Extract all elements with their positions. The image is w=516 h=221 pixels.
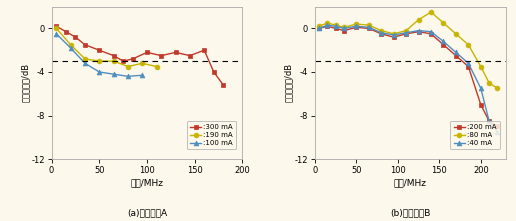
:200 mA xyxy=(378,32,384,35)
:80 mA xyxy=(324,22,330,24)
:190 mA xyxy=(139,62,146,65)
:300 mA xyxy=(158,54,165,57)
:300 mA xyxy=(211,71,217,73)
:300 mA xyxy=(144,51,150,54)
:40 mA xyxy=(324,24,330,27)
:200 mA xyxy=(465,65,472,68)
:200 mA xyxy=(316,27,322,30)
Text: (a)器件样品A: (a)器件样品A xyxy=(127,208,167,217)
:40 mA xyxy=(465,62,472,65)
:100 mA xyxy=(125,75,131,78)
:40 mA xyxy=(341,27,347,30)
:80 mA xyxy=(453,32,459,35)
:80 mA xyxy=(378,29,384,32)
Legend: :200 mA, :80 mA, :40 mA: :200 mA, :80 mA, :40 mA xyxy=(450,121,500,149)
:80 mA xyxy=(494,87,501,90)
:300 mA xyxy=(201,49,207,51)
Y-axis label: 小信号功率/dB: 小信号功率/dB xyxy=(284,63,293,103)
:100 mA xyxy=(139,74,146,76)
:80 mA xyxy=(332,24,338,27)
Legend: :300 mA, :190 mA, :100 mA: :300 mA, :190 mA, :100 mA xyxy=(187,121,236,149)
:40 mA xyxy=(378,31,384,34)
:190 mA xyxy=(96,60,102,62)
:80 mA xyxy=(415,18,422,21)
X-axis label: 频率/MHz: 频率/MHz xyxy=(394,178,427,187)
:40 mA xyxy=(440,40,446,43)
:80 mA xyxy=(366,24,372,27)
:300 mA xyxy=(220,84,227,86)
:190 mA xyxy=(125,65,131,68)
:100 mA xyxy=(110,73,117,76)
:40 mA xyxy=(453,51,459,54)
:40 mA xyxy=(391,34,397,36)
:200 mA xyxy=(440,43,446,46)
:300 mA xyxy=(187,54,193,57)
:40 mA xyxy=(316,27,322,30)
:40 mA xyxy=(403,31,409,34)
:200 mA xyxy=(391,36,397,38)
:200 mA xyxy=(428,32,434,35)
:40 mA xyxy=(478,87,484,90)
:300 mA xyxy=(53,25,59,28)
:300 mA xyxy=(172,51,179,54)
:300 mA xyxy=(82,43,88,46)
:40 mA xyxy=(494,131,501,133)
:300 mA xyxy=(130,58,136,60)
:200 mA xyxy=(341,29,347,32)
X-axis label: 频率/MHz: 频率/MHz xyxy=(131,178,164,187)
:100 mA xyxy=(68,47,74,49)
:190 mA xyxy=(110,60,117,62)
:80 mA xyxy=(440,22,446,24)
:300 mA xyxy=(72,36,78,38)
Line: :100 mA: :100 mA xyxy=(54,31,144,79)
:300 mA xyxy=(96,49,102,51)
:190 mA xyxy=(153,65,159,68)
:200 mA xyxy=(415,30,422,33)
Line: :40 mA: :40 mA xyxy=(317,23,500,134)
:300 mA xyxy=(110,54,117,57)
:190 mA xyxy=(82,58,88,60)
:190 mA xyxy=(53,27,59,30)
:80 mA xyxy=(428,11,434,13)
:80 mA xyxy=(391,32,397,35)
Line: :200 mA: :200 mA xyxy=(317,24,500,129)
:40 mA xyxy=(332,25,338,28)
:200 mA xyxy=(478,103,484,106)
Y-axis label: 小信号功率/dB: 小信号功率/dB xyxy=(21,63,30,103)
Line: :190 mA: :190 mA xyxy=(54,26,159,69)
:80 mA xyxy=(465,43,472,46)
:80 mA xyxy=(486,82,492,84)
:190 mA xyxy=(68,43,74,46)
:100 mA xyxy=(82,62,88,65)
:200 mA xyxy=(486,120,492,122)
:80 mA xyxy=(316,25,322,28)
:80 mA xyxy=(403,29,409,32)
:200 mA xyxy=(494,125,501,128)
:40 mA xyxy=(486,120,492,122)
:80 mA xyxy=(478,65,484,68)
Line: :80 mA: :80 mA xyxy=(317,10,500,91)
:100 mA xyxy=(53,32,59,35)
:80 mA xyxy=(341,26,347,29)
:300 mA xyxy=(120,60,126,62)
:300 mA xyxy=(63,30,69,33)
:200 mA xyxy=(403,32,409,35)
:80 mA xyxy=(353,23,360,25)
:200 mA xyxy=(366,27,372,30)
Text: (b)器件样品B: (b)器件样品B xyxy=(390,208,430,217)
:200 mA xyxy=(324,25,330,28)
:40 mA xyxy=(366,26,372,29)
:200 mA xyxy=(353,26,360,29)
:40 mA xyxy=(415,29,422,32)
:200 mA xyxy=(453,54,459,57)
:100 mA xyxy=(96,71,102,73)
:40 mA xyxy=(353,25,360,28)
Line: :300 mA: :300 mA xyxy=(54,24,225,88)
:40 mA xyxy=(428,30,434,33)
:200 mA xyxy=(332,27,338,30)
